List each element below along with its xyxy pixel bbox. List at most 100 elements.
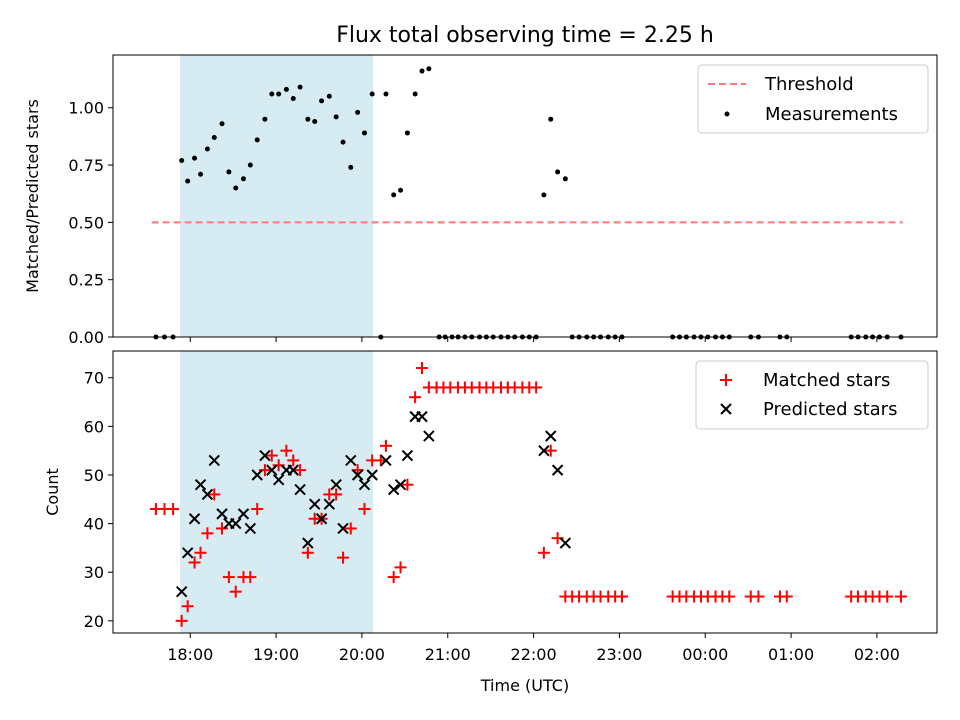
predicted-stars-points bbox=[175, 410, 572, 598]
matched-star-point bbox=[537, 546, 550, 559]
predicted-star-point bbox=[538, 444, 550, 457]
predicted-star-point bbox=[345, 454, 357, 467]
predicted-star-point bbox=[237, 508, 250, 520]
bottom-panel: 20 30 40 50 60 70 18:00 19:00 20:00 21:00 22:00 23… bbox=[43, 350, 938, 695]
matched-star-point bbox=[251, 503, 264, 516]
bottom-x-tick-label: 22:00 bbox=[511, 645, 557, 664]
measurement-point bbox=[319, 98, 325, 104]
predicted-star-point bbox=[175, 585, 188, 598]
top-y-axis-label: Matched/Predicted stars bbox=[23, 99, 42, 293]
predicted-star-point bbox=[351, 469, 364, 481]
bottom-x-tick-label: 00:00 bbox=[682, 645, 728, 664]
top-axes-frame bbox=[112, 54, 938, 338]
top-y-tick-label: 0.00 bbox=[68, 328, 104, 347]
matched-star-point bbox=[544, 444, 557, 457]
measurement-point bbox=[262, 116, 268, 122]
measurement-point bbox=[404, 130, 410, 136]
bottom-y-tick-label: 40 bbox=[84, 515, 104, 534]
predicted-star-point bbox=[358, 478, 371, 491]
matched-star-point bbox=[409, 391, 422, 404]
matched-star-point bbox=[280, 444, 293, 457]
predicted-star-point bbox=[387, 483, 400, 496]
matched-star-point bbox=[222, 571, 235, 584]
measurement-point bbox=[562, 176, 568, 182]
matched-star-point bbox=[401, 478, 414, 491]
measurement-point bbox=[419, 68, 425, 74]
bottom-x-tick-label: 20:00 bbox=[339, 645, 385, 664]
predicted-star-point bbox=[287, 464, 299, 476]
matched-star-point bbox=[175, 614, 188, 627]
predicted-star-point bbox=[251, 469, 263, 481]
matched-star-point bbox=[301, 546, 314, 559]
matched-star-point bbox=[379, 439, 392, 452]
measurement-point bbox=[254, 137, 260, 143]
measurement-point bbox=[333, 114, 339, 120]
measurement-point bbox=[211, 135, 217, 141]
predicted-star-point bbox=[366, 469, 378, 481]
bottom-x-ticks: 18:00 19:00 20:00 21:00 22:00 23:00 00:00 01:00… bbox=[167, 633, 900, 664]
predicted-star-point bbox=[230, 517, 242, 530]
predicted-star-point bbox=[380, 454, 392, 467]
bottom-x-tick-label: 23:00 bbox=[596, 645, 642, 664]
matched-star-point bbox=[294, 464, 307, 477]
measurement-point bbox=[226, 169, 232, 175]
matched-star-point bbox=[387, 571, 400, 584]
predicted-star-point bbox=[545, 430, 557, 442]
matched-star-point bbox=[216, 522, 229, 535]
measurement-point bbox=[283, 86, 289, 92]
bottom-y-tick-label: 50 bbox=[84, 466, 104, 485]
measurement-point bbox=[192, 155, 198, 161]
bottom-x-tick-label: 21:00 bbox=[425, 645, 471, 664]
predicted-star-point bbox=[423, 430, 435, 442]
bottom-x-tick-label: 19:00 bbox=[253, 645, 299, 664]
measurement-point bbox=[290, 96, 296, 102]
predicted-star-point bbox=[559, 537, 572, 549]
bottom-axes-frame bbox=[112, 350, 938, 634]
predicted-star-point bbox=[272, 474, 285, 486]
matched-star-point bbox=[894, 590, 907, 603]
measurement-point bbox=[340, 139, 346, 145]
measurement-point bbox=[355, 109, 361, 115]
bottom-legend-box bbox=[695, 360, 929, 430]
measurement-point bbox=[219, 121, 225, 127]
bottom-y-tick-label: 30 bbox=[84, 563, 104, 582]
measurement-point bbox=[269, 91, 275, 97]
top-y-tick-label: 0.50 bbox=[68, 213, 104, 232]
bottom-y-tick-label: 20 bbox=[84, 612, 104, 631]
measurement-point bbox=[369, 91, 375, 97]
measurement-point bbox=[276, 91, 282, 97]
predicted-star-point bbox=[259, 449, 271, 462]
measurement-point bbox=[247, 162, 253, 168]
matched-stars-points bbox=[149, 362, 907, 627]
predicted-star-point bbox=[266, 464, 278, 476]
top-chart-title: Flux total observing time = 2.25 h bbox=[336, 23, 714, 48]
bottom-x-tick-label: 18:00 bbox=[167, 645, 213, 664]
matched-star-point bbox=[265, 449, 278, 462]
legend-measurements-label: Measurements bbox=[765, 104, 898, 125]
measurement-point bbox=[391, 192, 397, 198]
matched-star-point bbox=[358, 503, 371, 516]
matched-star-point bbox=[188, 556, 201, 569]
matched-star-point bbox=[229, 585, 242, 598]
top-y-tick-label: 0.75 bbox=[68, 156, 104, 175]
measurement-point bbox=[541, 192, 547, 198]
top-highlight-span bbox=[179, 55, 374, 337]
measurement-point bbox=[361, 130, 367, 136]
predicted-star-point bbox=[181, 547, 194, 559]
measurement-point bbox=[412, 91, 418, 97]
matched-star-point bbox=[394, 561, 407, 574]
matched-star-point bbox=[330, 488, 343, 501]
legend-threshold-label: Threshold bbox=[764, 74, 854, 95]
bottom-x-tick-label: 02:00 bbox=[854, 645, 900, 664]
predicted-star-point bbox=[401, 449, 414, 462]
matched-star-point bbox=[181, 600, 194, 613]
predicted-star-point bbox=[330, 478, 342, 491]
legend-matched-swatch bbox=[720, 374, 732, 386]
top-y-ticks: 0.00 0.25 0.50 0.75 1.00 bbox=[68, 99, 113, 347]
measurement-point bbox=[548, 116, 554, 122]
matched-star-point bbox=[752, 590, 765, 603]
measurement-point bbox=[383, 91, 389, 97]
top-legend: Threshold Measurements bbox=[697, 64, 929, 134]
predicted-star-point bbox=[337, 522, 349, 535]
predicted-star-point bbox=[201, 488, 214, 501]
